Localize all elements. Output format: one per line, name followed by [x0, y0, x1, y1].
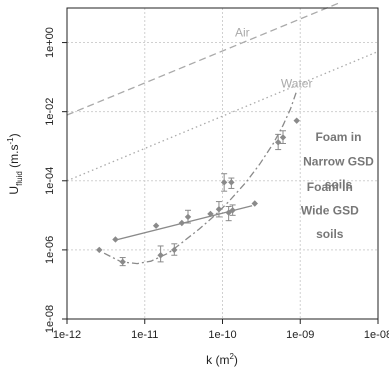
data-point: [207, 210, 214, 218]
data-points: [96, 117, 300, 267]
data-point: [215, 206, 223, 213]
y-axis-title: Ufluid (m.s-1): [6, 133, 24, 194]
data-point: [228, 179, 235, 186]
data-point: [274, 139, 282, 146]
annotation-label: Foam in: [307, 180, 353, 194]
annotation-label: Air: [235, 25, 250, 39]
annotation-label: soils: [316, 227, 344, 241]
fit-lines: [103, 90, 298, 265]
reference-lines: [66, 1, 379, 182]
axes: 1e-12 1e-11 1e-10 1e-09 1e-08 1e-08 1e-06 1e-04…: [44, 27, 389, 341]
data-point: [112, 236, 119, 243]
annotation-label: Narrow GSD: [303, 154, 374, 168]
data-point: [184, 213, 192, 221]
data-point: [119, 258, 126, 266]
data-point: [152, 222, 160, 229]
y-tick-label: 1e+00: [44, 27, 56, 58]
y-tick-label: 1e-04: [44, 167, 56, 195]
data-point: [279, 134, 287, 141]
y-tick-label: 1e-02: [44, 98, 56, 126]
annotation-label: Foam in: [315, 130, 361, 144]
trend-curve: [103, 90, 298, 265]
plot-frame: [66, 7, 379, 320]
data-point: [157, 252, 164, 259]
y-tick-label: 1e-06: [44, 236, 56, 264]
data-point: [178, 219, 186, 227]
data-point: [171, 246, 178, 254]
x-axis-title: k (m2): [206, 352, 238, 367]
air-reference-line: [66, 1, 342, 116]
annotation-label: soils: [325, 177, 353, 191]
y-tick-label: 1e-08: [44, 305, 56, 333]
data-point: [293, 117, 300, 124]
x-tick-label: 1e-12: [53, 329, 81, 341]
data-point: [96, 246, 103, 254]
annotation-label: Wide GSD: [301, 204, 359, 218]
x-tick-label: 1e-11: [131, 329, 158, 341]
data-point: [229, 207, 236, 214]
x-tick-label: 1e-10: [208, 329, 236, 341]
data-point: [220, 179, 228, 186]
x-tick-label: 1e-09: [286, 329, 314, 341]
x-tick-label: 1e-08: [364, 329, 389, 341]
data-point: [251, 200, 258, 207]
annotation-label: Water: [281, 77, 313, 91]
